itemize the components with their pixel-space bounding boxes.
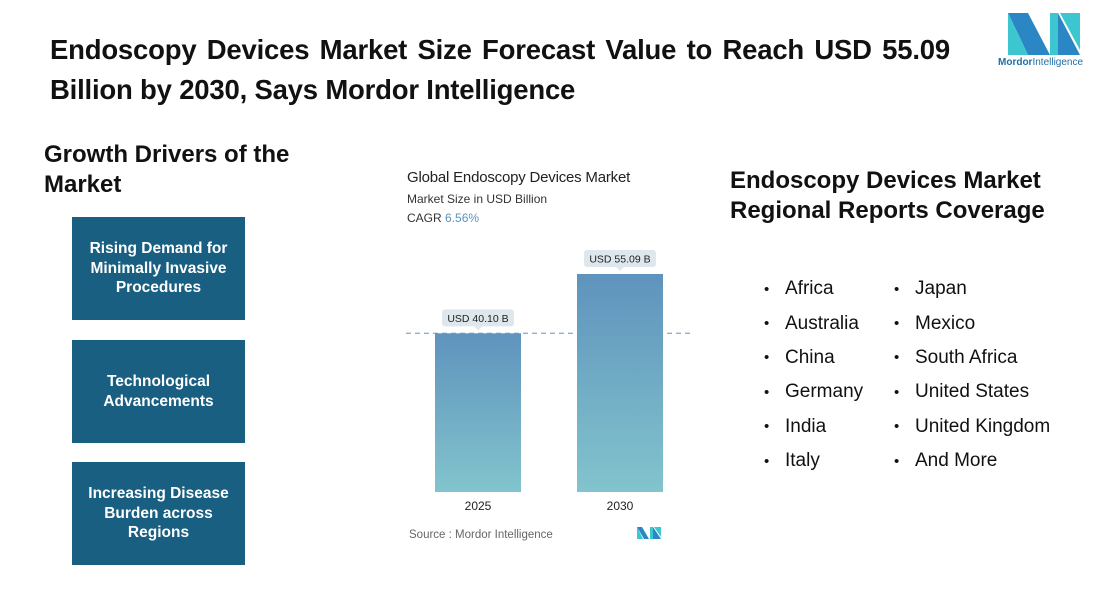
bullet-icon: • bbox=[764, 383, 770, 401]
region-label: Mexico bbox=[915, 312, 976, 334]
chart-cagr: CAGR 6.56% bbox=[407, 211, 479, 225]
logo-word-intelligence: Intelligence bbox=[1032, 57, 1084, 68]
source-logo-icon bbox=[637, 527, 661, 539]
data-label-pointer bbox=[616, 267, 624, 271]
chart-subtitle: Market Size in USD Billion bbox=[407, 192, 548, 206]
regions-column-1: • Africa • Australia • China • Germany • Indi… bbox=[764, 272, 863, 478]
logo-shape-1 bbox=[1008, 13, 1050, 55]
bullet-icon: • bbox=[764, 315, 770, 333]
region-item: • Africa bbox=[764, 272, 863, 306]
bullet-icon: • bbox=[764, 452, 770, 470]
bullet-icon: • bbox=[894, 315, 900, 333]
bar-2030 bbox=[577, 274, 663, 492]
bullet-icon: • bbox=[894, 383, 900, 401]
region-item: • Australia bbox=[764, 306, 863, 340]
logo-shape-4 bbox=[1058, 13, 1080, 55]
region-item: • Germany bbox=[764, 375, 863, 409]
data-label-bg bbox=[442, 309, 514, 327]
region-item: • China bbox=[764, 341, 863, 375]
bullet-icon: • bbox=[894, 418, 900, 436]
region-label: India bbox=[785, 415, 827, 437]
region-item: • And More bbox=[894, 444, 1050, 478]
region-label: Australia bbox=[785, 312, 859, 334]
region-item: • United Kingdom bbox=[894, 410, 1050, 444]
data-label-bg bbox=[584, 250, 656, 267]
bullet-icon: • bbox=[764, 418, 770, 436]
region-item: • South Africa bbox=[894, 341, 1050, 375]
drivers-heading: Growth Drivers of the Market bbox=[44, 141, 290, 198]
logo-shape-3 bbox=[1050, 13, 1058, 55]
logo-shape-2 bbox=[1008, 13, 1028, 55]
x-tick-label: 2030 bbox=[607, 499, 634, 513]
region-item: • Japan bbox=[894, 272, 1050, 306]
region-item: • India bbox=[764, 410, 863, 444]
region-label: United Kingdom bbox=[915, 415, 1051, 437]
logo-shape-5 bbox=[1060, 13, 1080, 50]
region-label: Africa bbox=[785, 278, 834, 300]
bar-chart: USD 40.10 B 2025 USD 55.09 B 2030 bbox=[406, 250, 694, 513]
region-label: Italy bbox=[785, 450, 820, 472]
logo-wordmark: MordorIntelligence bbox=[998, 57, 1083, 68]
region-label: United States bbox=[915, 381, 1030, 403]
page-title: Endoscopy Devices Market Size Forecast V… bbox=[50, 34, 950, 105]
region-label: And More bbox=[915, 450, 998, 472]
chart-source: Source : Mordor Intelligence bbox=[409, 529, 553, 541]
region-label: Japan bbox=[915, 278, 967, 300]
x-tick-label: 2025 bbox=[465, 499, 492, 513]
region-label: Germany bbox=[785, 381, 864, 403]
bullet-icon: • bbox=[894, 349, 900, 367]
bullet-icon: • bbox=[894, 452, 900, 470]
data-label: USD 40.10 B bbox=[447, 313, 508, 325]
region-item: • United States bbox=[894, 375, 1050, 409]
bullet-icon: • bbox=[764, 349, 770, 367]
region-item: • Mexico bbox=[894, 306, 1050, 340]
driver-box-2: Technological Advancements bbox=[72, 340, 245, 443]
regions-column-2: • Japan • Mexico • South Africa • United Sta… bbox=[894, 272, 1050, 478]
data-label: USD 55.09 B bbox=[589, 254, 650, 266]
logo-word-mordor: Mordor bbox=[998, 57, 1033, 68]
region-item: • Italy bbox=[764, 444, 863, 478]
data-label-pointer bbox=[474, 326, 482, 331]
driver-box-3: Increasing Disease Burden across Regions bbox=[72, 462, 245, 565]
regions-heading: Endoscopy Devices Market Regional Report… bbox=[730, 167, 1045, 224]
driver-box-1: Rising Demand for Minimally Invasive Pro… bbox=[72, 217, 245, 320]
bullet-icon: • bbox=[764, 280, 770, 298]
cagr-value: 6.56% bbox=[445, 211, 480, 225]
cagr-label: CAGR bbox=[407, 211, 442, 225]
mordor-logo bbox=[1008, 13, 1080, 55]
bullet-icon: • bbox=[894, 280, 900, 298]
region-label: China bbox=[785, 346, 835, 368]
bar-2025 bbox=[435, 333, 521, 492]
region-label: South Africa bbox=[915, 346, 1018, 368]
chart-title: Global Endoscopy Devices Market bbox=[407, 169, 631, 186]
